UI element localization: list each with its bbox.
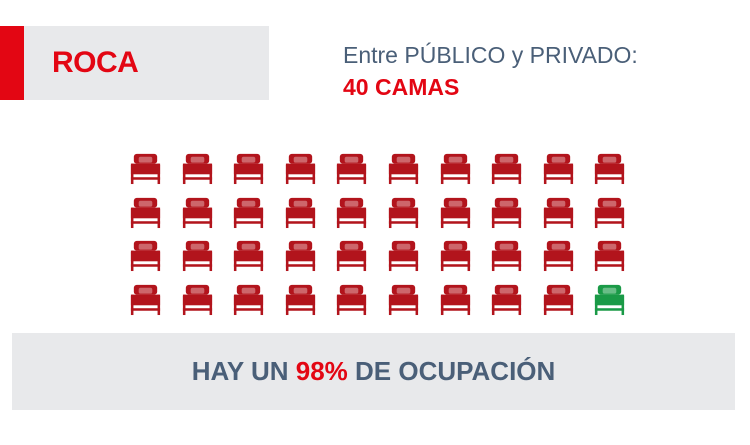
bed-occupied-icon [231,281,266,316]
bed-occupied-icon [283,150,318,185]
bed-occupied-icon [334,150,369,185]
bed-occupied-icon [283,237,318,272]
bed-occupied-icon [128,194,163,229]
bed-occupied-icon [541,281,576,316]
bed-occupied-icon [386,237,421,272]
beds-count: 40 CAMAS [343,74,460,100]
bed-occupied-icon [541,150,576,185]
bed-occupied-icon [283,281,318,316]
bed-occupied-icon [489,237,524,272]
title-panel: ROCA [0,26,269,100]
bed-occupied-icon [334,281,369,316]
bed-occupied-icon [180,281,215,316]
bed-occupied-icon [489,150,524,185]
bed-occupied-icon [180,194,215,229]
occupancy-prefix: HAY UN [191,356,296,386]
bed-occupied-icon [438,194,473,229]
bed-occupied-icon [231,150,266,185]
bed-occupied-icon [334,194,369,229]
bed-occupied-icon [541,194,576,229]
bed-occupied-icon [386,194,421,229]
bed-occupied-icon [489,194,524,229]
bed-occupied-icon [386,281,421,316]
bed-occupied-icon [438,237,473,272]
bed-occupied-icon [128,150,163,185]
occupancy-suffix: DE OCUPACIÓN [347,356,556,386]
bed-occupied-icon [180,150,215,185]
occupancy-percent: 98% [295,356,348,386]
bed-occupied-icon [541,237,576,272]
bed-free-icon [592,281,627,316]
occupancy-banner: HAY UN 98% DE OCUPACIÓN [12,333,735,410]
bed-occupied-icon [128,237,163,272]
bed-occupied-icon [128,281,163,316]
title-accent-bar [0,26,24,100]
page-title: ROCA [52,46,139,79]
bed-occupied-icon [592,150,627,185]
bed-occupied-icon [386,150,421,185]
bed-occupied-icon [438,150,473,185]
bed-occupied-icon [231,194,266,229]
bed-occupied-icon [592,194,627,229]
bed-occupied-icon [489,281,524,316]
bed-occupied-icon [334,237,369,272]
bed-occupied-icon [438,281,473,316]
bed-occupied-icon [283,194,318,229]
beds-grid [128,150,638,315]
bed-occupied-icon [231,237,266,272]
bed-occupied-icon [180,237,215,272]
bed-occupied-icon [592,237,627,272]
subtitle: Entre PÚBLICO y PRIVADO: [343,42,638,68]
